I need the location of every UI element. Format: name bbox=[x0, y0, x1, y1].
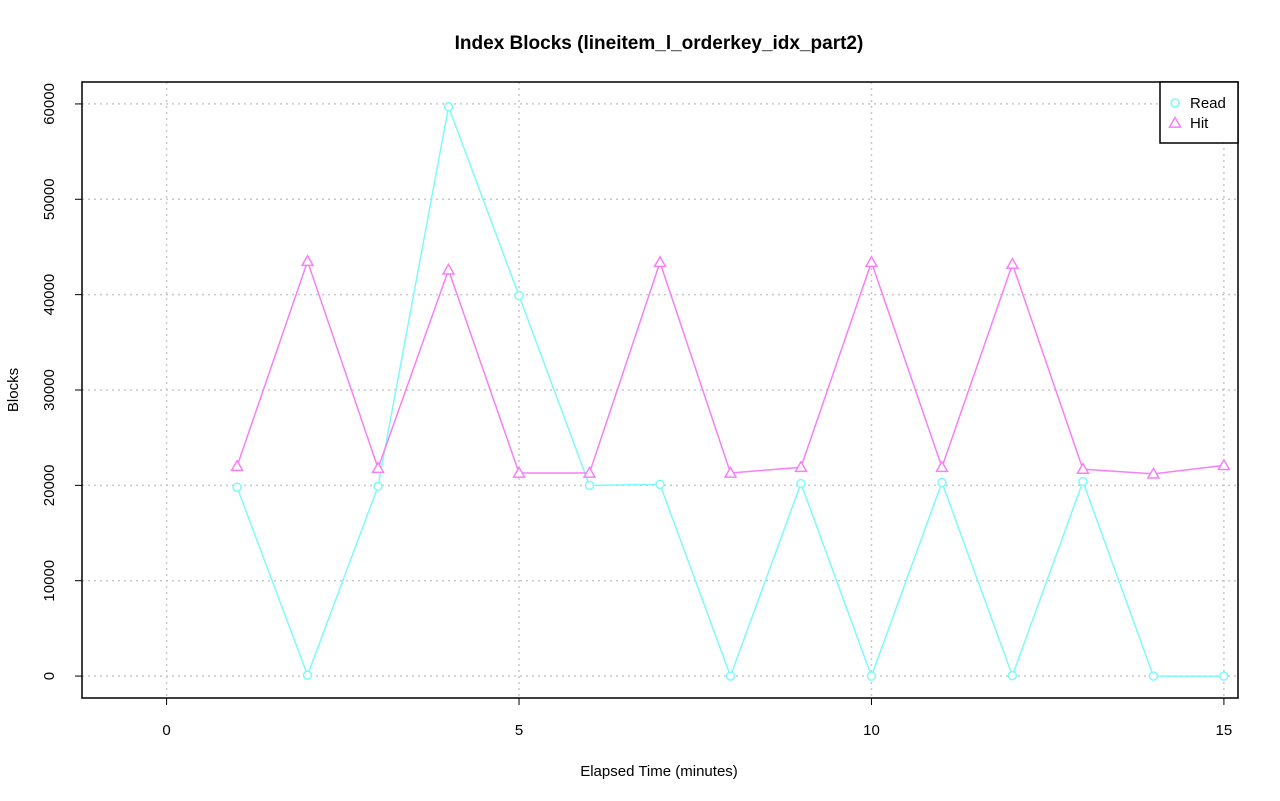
plot-frame bbox=[81, 81, 1239, 699]
data-point-hit bbox=[371, 461, 385, 474]
data-point-hit bbox=[512, 465, 526, 478]
data-point-read bbox=[514, 290, 524, 301]
y-tick-label: 40000 bbox=[41, 274, 58, 316]
series-layer bbox=[230, 102, 1231, 681]
x-tick-label: 10 bbox=[863, 722, 880, 739]
y-tick-label: 60000 bbox=[41, 83, 58, 125]
series-hit bbox=[230, 254, 1231, 479]
data-point-hit bbox=[864, 255, 879, 268]
data-point-read bbox=[866, 671, 877, 681]
data-point-read bbox=[1007, 670, 1018, 681]
data-point-read bbox=[302, 670, 313, 680]
series-read bbox=[232, 102, 1229, 681]
legend-box bbox=[1159, 81, 1239, 144]
data-point-hit bbox=[653, 255, 667, 268]
legend-marker-read bbox=[1170, 98, 1180, 108]
y-tick-label: 10000 bbox=[41, 560, 58, 602]
grid bbox=[82, 82, 1238, 698]
data-point-hit bbox=[1076, 462, 1090, 475]
legend-marker-hit bbox=[1168, 115, 1182, 128]
data-point-read bbox=[796, 478, 806, 489]
data-point-hit bbox=[1217, 458, 1231, 471]
data-point-hit bbox=[794, 460, 808, 473]
data-point-read bbox=[584, 480, 595, 491]
data-point-hit bbox=[582, 465, 597, 478]
x-tick-label: 15 bbox=[1216, 722, 1233, 739]
data-point-hit bbox=[1005, 257, 1020, 270]
series-line-hit bbox=[236, 258, 1224, 475]
x-tick-label: 0 bbox=[162, 722, 170, 739]
x-axis-label: Elapsed Time (minutes) bbox=[580, 763, 738, 780]
data-point-read bbox=[937, 477, 947, 488]
data-point-hit bbox=[300, 254, 315, 267]
x-tick-label: 5 bbox=[515, 722, 523, 739]
series-line-read bbox=[236, 103, 1224, 679]
y-axis-label: Blocks bbox=[5, 368, 22, 412]
legend: Read Hit bbox=[1159, 81, 1239, 144]
chart-title: Index Blocks (lineitem_l_orderkey_idx_pa… bbox=[455, 33, 864, 54]
data-point-read bbox=[1078, 476, 1088, 487]
data-point-hit bbox=[1146, 466, 1161, 479]
y-tick-label: 50000 bbox=[41, 178, 58, 220]
data-point-read bbox=[443, 102, 454, 112]
data-point-hit bbox=[935, 460, 949, 473]
data-point-read bbox=[232, 482, 242, 493]
legend-label-read: Read bbox=[1190, 95, 1226, 112]
data-point-hit bbox=[723, 465, 738, 478]
data-point-hit bbox=[441, 262, 456, 275]
data-point-read bbox=[373, 481, 383, 492]
axes: 0 5 10 15 0 10000 20000 30000 40000 50000 60000 bbox=[41, 83, 1232, 739]
y-tick-label: 20000 bbox=[41, 464, 58, 506]
data-point-read bbox=[1148, 671, 1159, 681]
legend-label-hit: Hit bbox=[1190, 115, 1209, 132]
y-tick-label: 30000 bbox=[41, 369, 58, 411]
y-tick-label: 0 bbox=[41, 672, 58, 680]
data-point-read bbox=[655, 479, 665, 490]
data-point-read bbox=[725, 671, 736, 681]
data-point-hit bbox=[230, 459, 244, 472]
data-point-read bbox=[1219, 671, 1229, 681]
